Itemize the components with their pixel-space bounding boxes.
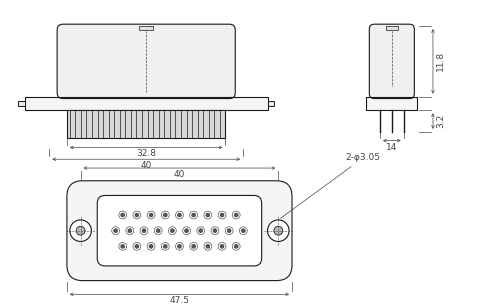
Circle shape [242, 229, 246, 233]
Bar [139, 26, 153, 30]
Circle shape [199, 229, 203, 233]
Text: 3.2: 3.2 [436, 114, 445, 128]
Bar [59, 85, 233, 97]
Circle shape [177, 213, 181, 217]
Circle shape [206, 213, 210, 217]
Circle shape [142, 229, 146, 233]
FancyBboxPatch shape [57, 24, 235, 99]
FancyBboxPatch shape [97, 196, 262, 266]
Circle shape [76, 226, 85, 235]
Circle shape [240, 227, 247, 235]
Circle shape [204, 211, 212, 219]
Circle shape [225, 227, 233, 235]
Bar [386, 26, 398, 30]
Circle shape [168, 227, 176, 235]
FancyBboxPatch shape [370, 24, 414, 99]
Circle shape [192, 244, 196, 248]
Circle shape [190, 211, 198, 219]
Circle shape [112, 227, 120, 235]
Circle shape [170, 229, 174, 233]
Circle shape [218, 243, 226, 250]
Circle shape [220, 244, 224, 248]
Circle shape [162, 243, 169, 250]
Circle shape [211, 227, 219, 235]
Circle shape [133, 243, 141, 250]
Text: 40: 40 [140, 161, 152, 170]
Circle shape [177, 244, 181, 248]
Text: 32.8: 32.8 [136, 150, 156, 158]
Circle shape [227, 229, 231, 233]
Circle shape [128, 229, 132, 233]
Bar [67, 110, 225, 138]
Circle shape [121, 244, 124, 248]
Text: 14: 14 [386, 143, 398, 152]
Circle shape [206, 244, 210, 248]
Text: 11.8: 11.8 [436, 51, 445, 72]
Circle shape [197, 227, 205, 235]
Circle shape [234, 213, 238, 217]
Bar [367, 97, 417, 110]
Circle shape [175, 211, 183, 219]
Circle shape [232, 211, 240, 219]
Text: 2-φ3.05: 2-φ3.05 [281, 153, 381, 218]
Circle shape [268, 220, 289, 241]
Bar [25, 97, 268, 110]
Circle shape [114, 229, 118, 233]
Circle shape [232, 243, 240, 250]
Circle shape [149, 213, 153, 217]
Circle shape [164, 213, 167, 217]
Circle shape [121, 213, 124, 217]
Circle shape [119, 243, 126, 250]
Circle shape [162, 211, 169, 219]
Circle shape [133, 211, 141, 219]
Circle shape [70, 220, 91, 241]
Circle shape [135, 244, 139, 248]
Circle shape [147, 211, 155, 219]
Text: 47.5: 47.5 [169, 296, 190, 305]
Circle shape [119, 211, 126, 219]
Circle shape [147, 243, 155, 250]
Circle shape [140, 227, 148, 235]
Circle shape [183, 227, 191, 235]
Circle shape [154, 227, 162, 235]
Text: 40: 40 [174, 170, 185, 179]
Circle shape [185, 229, 189, 233]
Bar [268, 100, 274, 107]
Bar [371, 87, 412, 97]
Circle shape [149, 244, 153, 248]
Circle shape [204, 243, 212, 250]
Circle shape [218, 211, 226, 219]
Circle shape [175, 243, 183, 250]
Circle shape [274, 226, 283, 235]
Circle shape [190, 243, 198, 250]
FancyBboxPatch shape [67, 181, 292, 281]
Circle shape [213, 229, 217, 233]
Circle shape [126, 227, 134, 235]
Circle shape [192, 213, 196, 217]
Bar [18, 100, 25, 107]
Circle shape [156, 229, 160, 233]
Circle shape [164, 244, 167, 248]
Circle shape [234, 244, 238, 248]
Circle shape [220, 213, 224, 217]
Circle shape [135, 213, 139, 217]
